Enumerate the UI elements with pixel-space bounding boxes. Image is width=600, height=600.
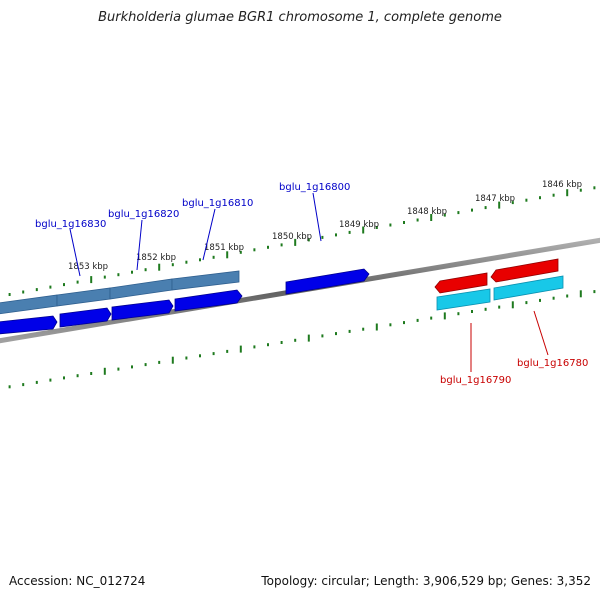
leader-bglu-1g16780 — [533, 310, 549, 356]
gene-label-bglu-1g16790[interactable]: bglu_1g16790 — [440, 375, 511, 386]
reverse-cds-track — [436, 275, 564, 311]
gene-arrow-bglu-1g16810[interactable] — [111, 299, 174, 321]
gene-label-bglu-1g16780[interactable]: bglu_1g16780 — [517, 358, 588, 369]
scale-label-1852-kbp: 1852 kbp — [136, 253, 176, 263]
gene-label-bglu-1g16830[interactable]: bglu_1g16830 — [35, 219, 106, 230]
gene-arrow-bglu-1g16780[interactable] — [490, 258, 559, 283]
accession-text: Accession: NC_012724 — [9, 574, 146, 588]
scale-labels: 1853 kbp 1852 kbp 1851 kbp 1850 kbp 1849… — [68, 180, 582, 272]
scale-label-1846-kbp: 1846 kbp — [542, 180, 582, 190]
reverse-gene-track — [434, 258, 559, 294]
scale-label-1847-kbp: 1847 kbp — [475, 194, 515, 204]
gene-arrow-bglu-1g16800[interactable] — [285, 268, 370, 295]
forward-cds-bar[interactable] — [171, 270, 240, 291]
gene-label-bglu-1g16810[interactable]: bglu_1g16810 — [182, 198, 253, 209]
leader-bglu-1g16810 — [202, 208, 216, 261]
gene-arrow-bglu-1g16830[interactable] — [0, 315, 58, 335]
scale-label-1849-kbp: 1849 kbp — [339, 220, 379, 230]
scale-ticks-outer — [8, 186, 596, 296]
gene-arrow-bglu-1g16800a[interactable] — [174, 289, 243, 312]
forward-cds-bar[interactable] — [109, 278, 173, 300]
genome-summary-text: Topology: circular; Length: 3,906,529 bp… — [261, 574, 591, 588]
scale-label-1851-kbp: 1851 kbp — [204, 243, 244, 253]
scale-ticks-inner — [8, 290, 596, 389]
genome-title: Burkholderia glumae BGR1 chromosome 1, c… — [98, 10, 502, 25]
forward-cds-bar[interactable] — [0, 294, 58, 315]
gene-arrow-bglu-1g16790[interactable] — [434, 272, 488, 294]
gene-label-bglu-1g16800[interactable]: bglu_1g16800 — [279, 182, 350, 193]
scale-label-1853-kbp: 1853 kbp — [68, 262, 108, 272]
reverse-cds-bar[interactable] — [493, 275, 564, 301]
forward-cds-track — [0, 270, 240, 315]
scale-label-1848-kbp: 1848 kbp — [407, 207, 447, 217]
reverse-cds-bar[interactable] — [436, 288, 491, 311]
gene-labels: bglu_1g16830 bglu_1g16820 bglu_1g16810 b… — [35, 182, 588, 386]
leader-bglu-1g16800 — [312, 192, 322, 242]
gene-arrow-bglu-1g16820[interactable] — [59, 307, 112, 328]
label-leaders — [69, 192, 549, 372]
forward-cds-bar[interactable] — [56, 287, 111, 307]
leader-bglu-1g16820 — [136, 219, 143, 271]
gene-label-bglu-1g16820[interactable]: bglu_1g16820 — [108, 209, 179, 220]
leader-bglu-1g16830 — [69, 228, 81, 277]
scale-label-1850-kbp: 1850 kbp — [272, 232, 312, 242]
forward-gene-track — [0, 268, 370, 335]
